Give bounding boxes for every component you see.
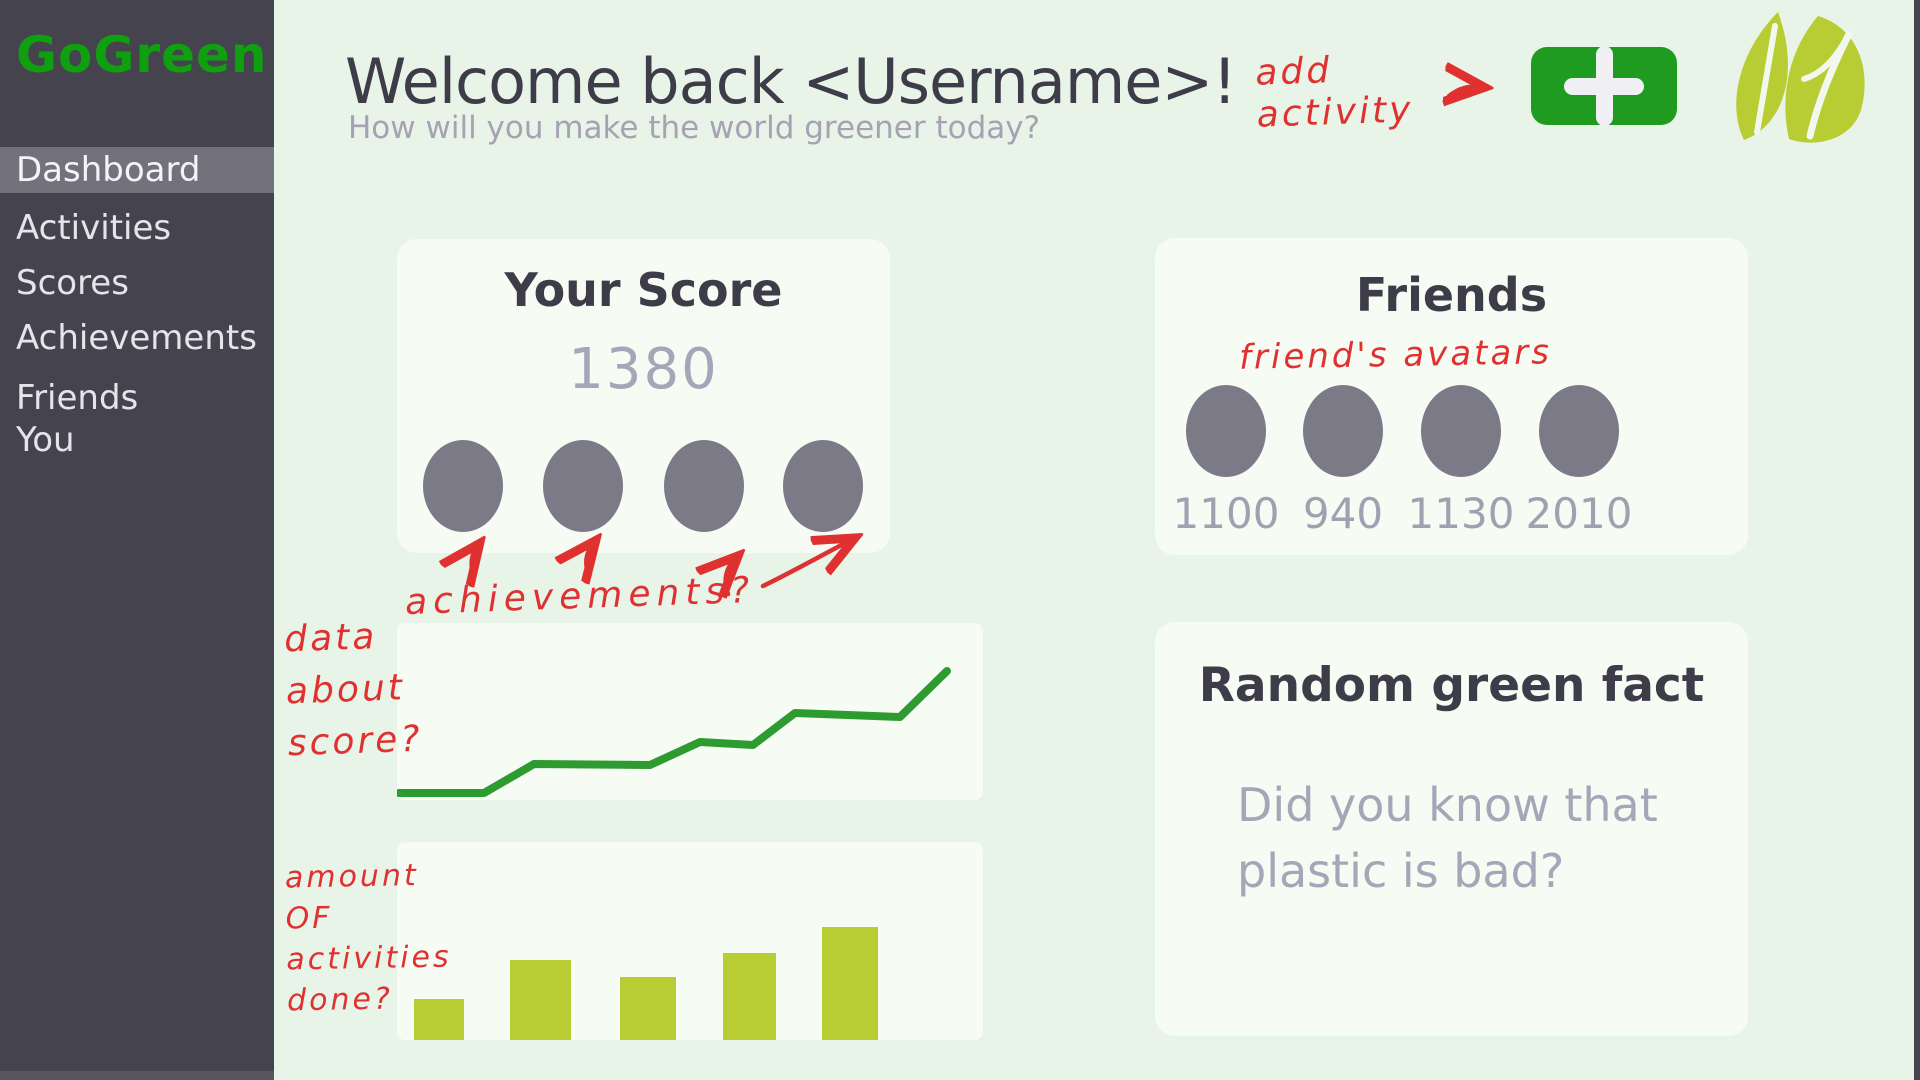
activity-bar [510, 960, 571, 1040]
friend-score: 1100 [1172, 489, 1280, 538]
achievement-badge[interactable] [423, 440, 503, 532]
activity-bar [723, 953, 776, 1040]
friends-card-title: Friends [1355, 268, 1548, 322]
annotation-data-about-score: data about score? [283, 616, 424, 765]
score-card: Your Score 1380 [397, 239, 890, 553]
sidebar-item-you[interactable]: You [16, 420, 75, 460]
activity-bar [822, 927, 878, 1040]
leaf-logo-icon [1736, 12, 1865, 143]
sidebar-item-achievements[interactable]: Achievements [16, 318, 257, 358]
friend-avatar[interactable] [1421, 385, 1501, 477]
friend-score: 2010 [1525, 489, 1633, 538]
sidebar-item-scores[interactable]: Scores [16, 263, 129, 303]
page-subtitle: How will you make the world greener toda… [348, 110, 1041, 146]
achievement-badge[interactable] [664, 440, 744, 532]
page-title: Welcome back <Username>! [345, 45, 1237, 118]
line-chart-svg [395, 667, 951, 797]
add-activity-button[interactable] [1531, 46, 1677, 126]
score-trend-line [395, 667, 951, 797]
score-trend-chart [395, 623, 983, 800]
fact-card-title: Random green fact [1198, 658, 1705, 713]
friend-item: 1100 [1167, 385, 1285, 538]
friend-score: 940 [1302, 489, 1384, 538]
activity-bar [620, 977, 676, 1040]
friend-avatar[interactable] [1539, 385, 1619, 477]
score-card-title: Your Score [504, 263, 783, 317]
app-logo: GoGreen [16, 26, 268, 84]
activity-bar [414, 999, 464, 1040]
achievement-badge[interactable] [783, 440, 863, 532]
annotation-add-activity: add activity [1254, 50, 1415, 136]
friend-item: 940 [1284, 385, 1402, 538]
sidebar-item-dashboard[interactable]: Dashboard [0, 147, 274, 193]
sidebar: GoGreen Dashboard Activities Scores Achieve… [0, 0, 274, 1080]
friend-avatar[interactable] [1186, 385, 1266, 477]
score-value: 1380 [568, 337, 719, 402]
bar-chart-bars [397, 842, 983, 1040]
activities-bar-chart [397, 842, 983, 1040]
annotation-amount-activities: amount OF activities done? [284, 858, 452, 1019]
sidebar-bottom-strip [0, 1071, 274, 1080]
sidebar-item-activities[interactable]: Activities [16, 208, 172, 248]
friend-item: 2010 [1520, 385, 1638, 538]
friend-item: 1130 [1402, 385, 1520, 538]
friends-card: Friends friend's avatars 1100 940 1130 2010 [1155, 238, 1748, 555]
friend-score: 1130 [1407, 489, 1515, 538]
sidebar-item-friends[interactable]: Friends [16, 378, 139, 418]
annotation-friends-avatars: friend's avatars [1238, 332, 1553, 378]
window-right-edge [1914, 0, 1920, 1080]
annotation-achievements: achievements? [404, 569, 756, 624]
achievement-badge[interactable] [543, 440, 623, 532]
friend-avatar[interactable] [1303, 385, 1383, 477]
fact-body: Did you know that plastic is bad? [1237, 778, 1658, 898]
fact-card: Random green fact Did you know that plast… [1155, 622, 1748, 1036]
arrow-add-activity [1449, 87, 1480, 96]
achievement-badges-row [397, 440, 890, 532]
